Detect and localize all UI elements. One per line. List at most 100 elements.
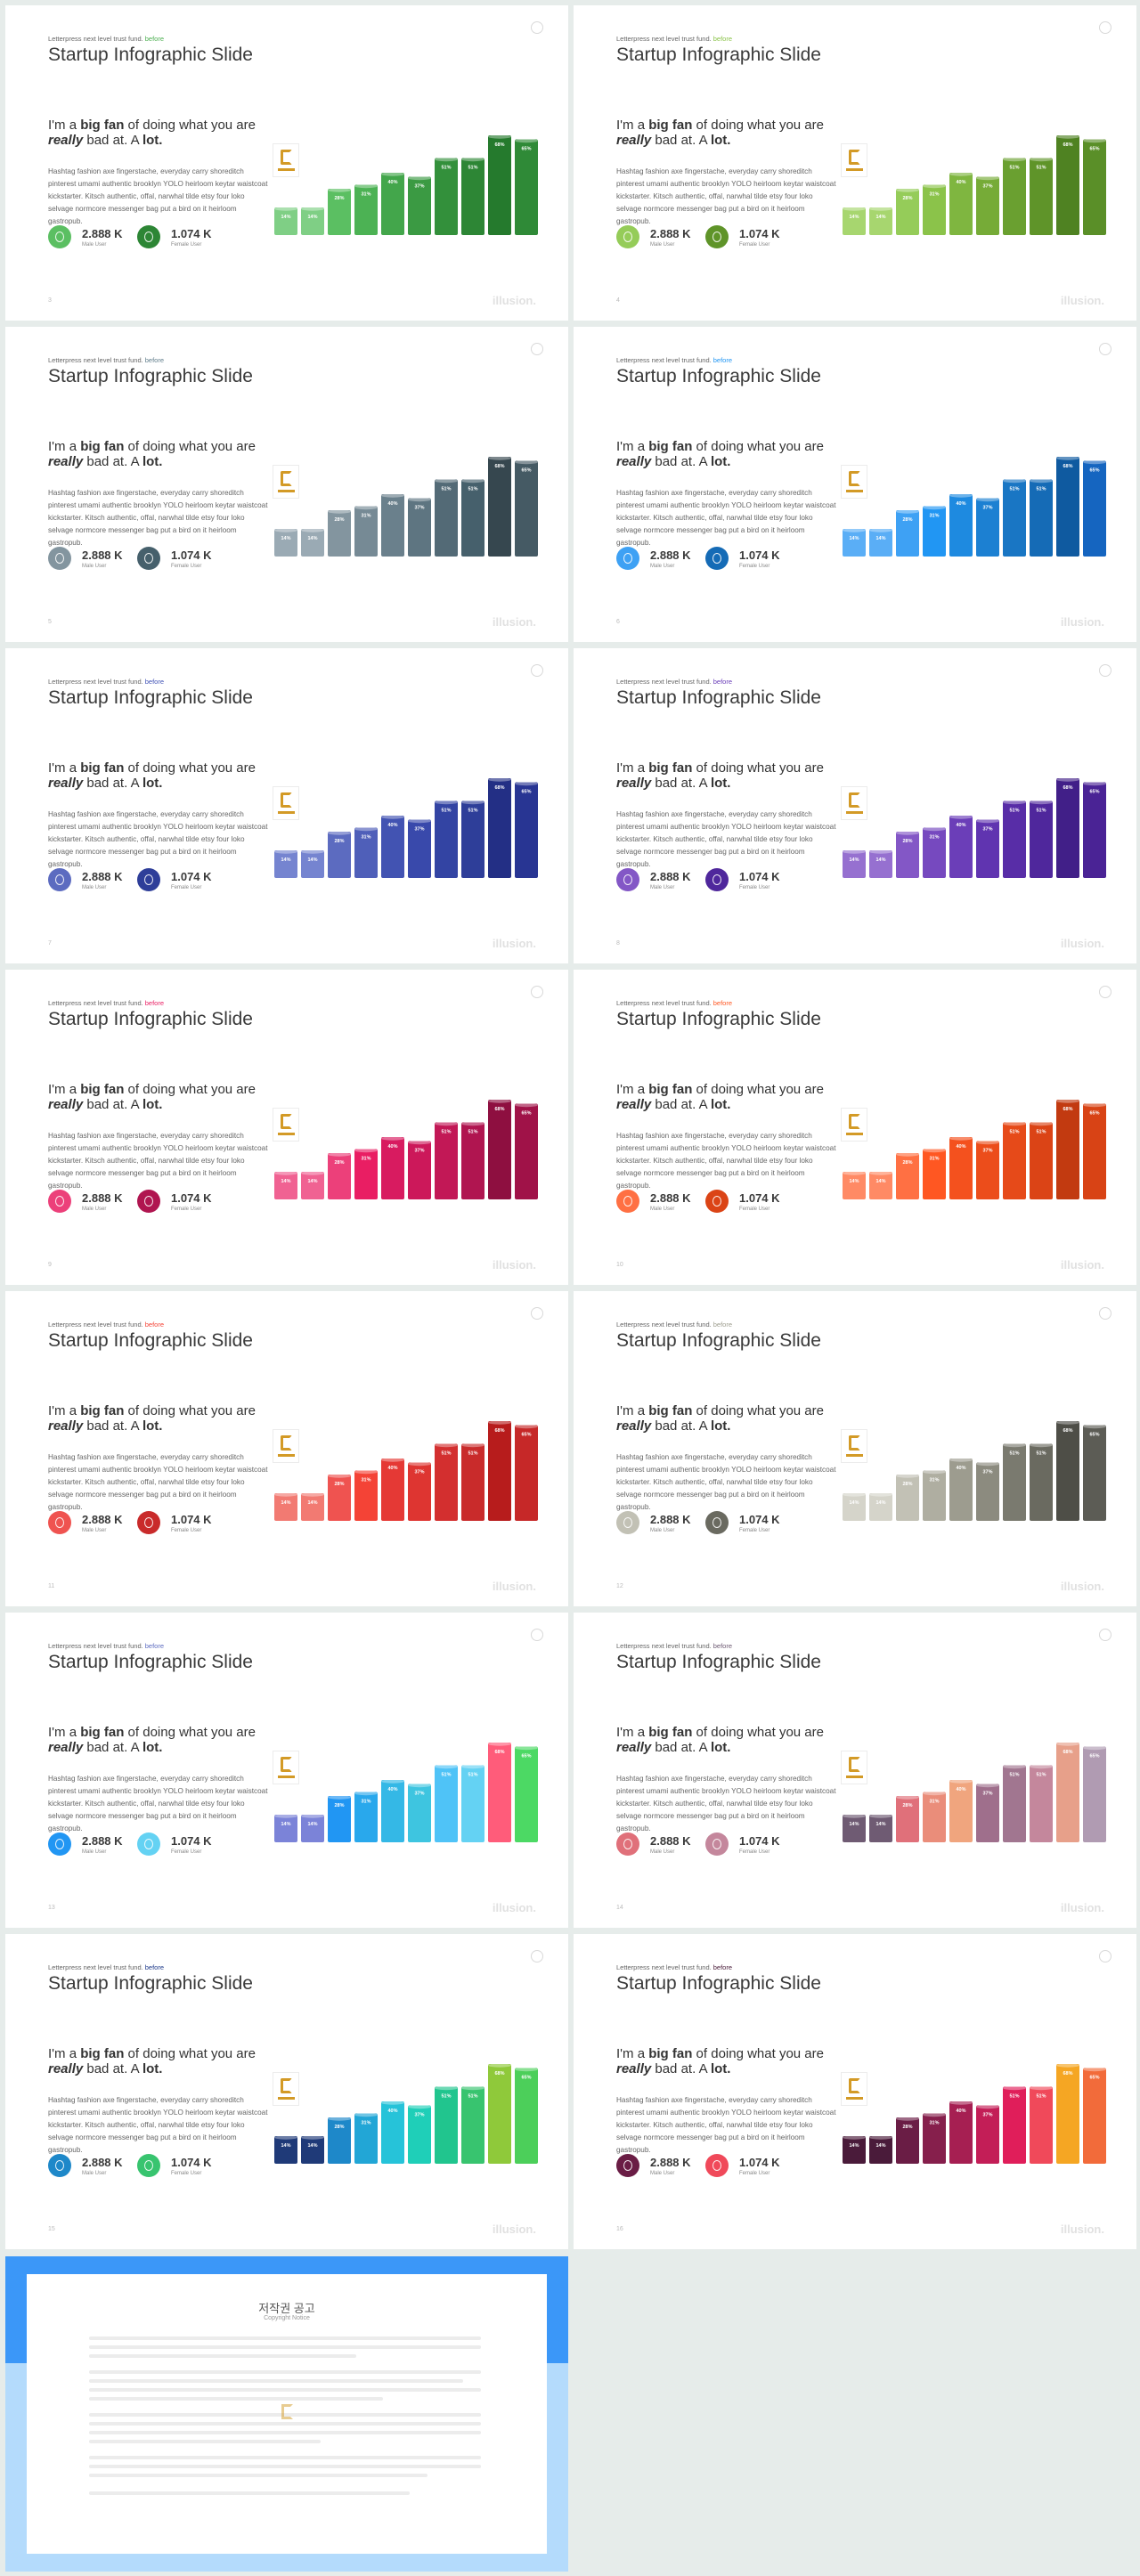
slide-card[interactable]: Letterpress next level trust fund. before… (574, 1613, 1136, 1928)
bar: 31% (354, 1469, 378, 1521)
bar-chart: 14% 14% 28% 31% 40% 37% 51% 51% 68% 65% (274, 456, 538, 557)
page-number: 11 (48, 1583, 55, 1589)
bar-cap (1003, 157, 1026, 162)
bar-value-label: 51% (468, 166, 477, 171)
slide-card[interactable]: Letterpress next level trust fund. before… (5, 5, 568, 321)
bar-value-label: 40% (956, 2109, 965, 2114)
bar: 14% (869, 849, 892, 878)
bar-cap (843, 849, 866, 854)
slide-card[interactable]: Letterpress next level trust fund. before… (5, 648, 568, 963)
stat-label: Female User (739, 885, 770, 890)
bar: 31% (354, 1148, 378, 1199)
bar-cap (328, 2117, 351, 2121)
bar-value-label: 68% (1063, 785, 1072, 791)
slide-card[interactable]: Letterpress next level trust fund. before… (5, 1613, 568, 1928)
bar-value-label: 51% (1036, 1451, 1046, 1457)
text-line (89, 2491, 410, 2495)
stat-value: 2.888 K (82, 1513, 123, 1526)
stat-male: 2.888 K Male User (48, 1189, 137, 1215)
slide-tagline: Letterpress next level trust fund. before (48, 1963, 165, 1971)
headline: I'm a big fan of doing what you are reall… (48, 439, 256, 469)
user-icon (137, 1511, 160, 1534)
slide-tagline: Letterpress next level trust fund. before (616, 1963, 733, 1971)
bar-value-label: 40% (956, 180, 965, 185)
page-number: 12 (616, 1583, 623, 1589)
stat-female: 1.074 K Female User (705, 867, 794, 894)
bar-chart: 14% 14% 28% 31% 40% 37% 51% 51% 68% 65% (843, 1099, 1106, 1199)
bar-value-label: 37% (982, 184, 992, 190)
slide-card[interactable]: Letterpress next level trust fund. before… (5, 970, 568, 1285)
slide-card[interactable]: Letterpress next level trust fund. before… (574, 648, 1136, 963)
bar: 37% (408, 1783, 431, 1842)
stat-value: 1.074 K (171, 2156, 212, 2169)
slide-card[interactable]: Letterpress next level trust fund. before… (574, 1291, 1136, 1606)
slide-card[interactable]: Letterpress next level trust fund. before… (5, 1291, 568, 1606)
slide-card[interactable]: Letterpress next level trust fund. before… (574, 5, 1136, 321)
bar: 28% (328, 831, 351, 878)
bar-value-label: 14% (307, 1500, 317, 1506)
bar: 51% (461, 1442, 484, 1521)
bar-cap (461, 1764, 484, 1769)
bar-value-label: 65% (1089, 1433, 1099, 1438)
bar-cap (488, 1420, 511, 1425)
logo-icon (274, 2399, 301, 2433)
stat-value: 1.074 K (171, 1834, 212, 1848)
bar-chart: 14% 14% 28% 31% 40% 37% 51% 51% 68% 65% (843, 1742, 1106, 1842)
user-icon (616, 868, 639, 891)
bar: 14% (301, 1171, 324, 1199)
bar-cap (976, 1140, 999, 1145)
bar-cap (896, 1474, 919, 1478)
bar: 14% (274, 849, 297, 878)
bar-chart: 14% 14% 28% 31% 40% 37% 51% 51% 68% 65% (274, 1099, 538, 1199)
bar-cap (461, 478, 484, 484)
bar: 51% (461, 478, 484, 557)
bar-cap (274, 1492, 297, 1497)
bar: 51% (1030, 478, 1053, 557)
bar-cap (923, 183, 946, 189)
copyright-slide[interactable]: 저작권 공고 Copyright Notice (5, 2256, 568, 2572)
slide-card[interactable]: Letterpress next level trust fund. before… (574, 1934, 1136, 2249)
bar: 31% (923, 183, 946, 235)
circle-icon (1099, 986, 1112, 998)
brand-watermark: illusion. (492, 937, 536, 950)
bar-cap (354, 183, 378, 189)
slide-card[interactable]: Letterpress next level trust fund. before… (574, 327, 1136, 642)
bar: 14% (301, 2135, 324, 2164)
slide-card[interactable]: Letterpress next level trust fund. before… (5, 1934, 568, 2249)
slide-card[interactable]: Letterpress next level trust fund. before… (574, 970, 1136, 1285)
bar-value-label: 28% (334, 839, 344, 844)
bar-cap (461, 800, 484, 805)
bar: 51% (461, 800, 484, 878)
slide-title: Startup Infographic Slide (48, 1009, 253, 1029)
bar: 51% (1003, 800, 1026, 878)
bar-value-label: 51% (1009, 1130, 1019, 1135)
circle-icon (531, 1950, 543, 1962)
bar: 65% (515, 2067, 538, 2164)
user-icon (48, 1190, 71, 1213)
bar-cap (488, 1742, 511, 1746)
slide-title: Startup Infographic Slide (616, 45, 821, 65)
logo-icon (273, 465, 299, 499)
bar-cap (976, 818, 999, 824)
user-icon (616, 225, 639, 248)
bar: 65% (1083, 781, 1106, 878)
bar-cap (869, 1814, 892, 1818)
bar-value-label: 65% (521, 147, 531, 152)
bar-cap (1003, 1442, 1026, 1448)
headline: I'm a big fan of doing what you are reall… (48, 1082, 256, 1112)
slide-card[interactable]: Letterpress next level trust fund. before… (5, 327, 568, 642)
bar: 51% (435, 478, 458, 557)
bar-value-label: 28% (902, 1803, 912, 1808)
bar: 51% (1003, 478, 1026, 557)
stat-female: 1.074 K Female User (137, 546, 226, 573)
logo-icon (273, 2072, 299, 2106)
bar: 51% (435, 1764, 458, 1842)
bar-chart: 14% 14% 28% 31% 40% 37% 51% 51% 68% 65% (843, 2063, 1106, 2164)
user-icon (705, 225, 729, 248)
bar: 31% (923, 1469, 946, 1521)
bar-value-label: 68% (494, 2071, 504, 2076)
bar-value-label: 31% (361, 514, 370, 519)
stat-value: 1.074 K (739, 1513, 780, 1526)
body-text: Hashtag fashion axe fingerstache, everyd… (48, 167, 268, 225)
bar-value-label: 28% (334, 1482, 344, 1487)
